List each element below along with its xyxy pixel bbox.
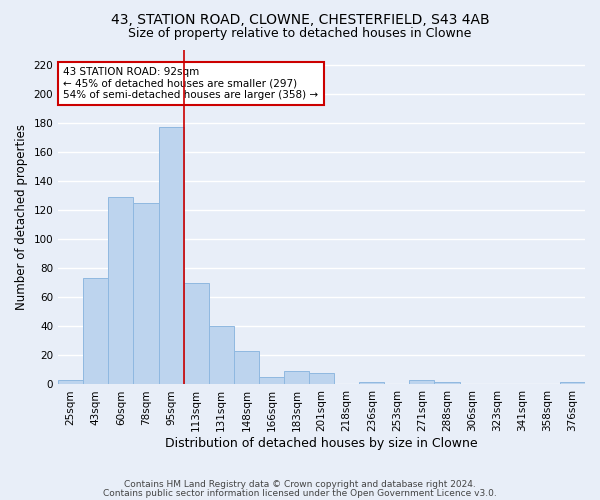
Bar bbox=[83, 278, 109, 384]
Bar bbox=[284, 372, 309, 384]
Text: 43, STATION ROAD, CLOWNE, CHESTERFIELD, S43 4AB: 43, STATION ROAD, CLOWNE, CHESTERFIELD, … bbox=[110, 12, 490, 26]
Bar bbox=[209, 326, 234, 384]
Bar bbox=[259, 377, 284, 384]
Bar bbox=[133, 202, 158, 384]
Bar bbox=[409, 380, 434, 384]
Text: Contains HM Land Registry data © Crown copyright and database right 2024.: Contains HM Land Registry data © Crown c… bbox=[124, 480, 476, 489]
Bar bbox=[184, 282, 209, 384]
Bar bbox=[309, 373, 334, 384]
Text: 43 STATION ROAD: 92sqm
← 45% of detached houses are smaller (297)
54% of semi-de: 43 STATION ROAD: 92sqm ← 45% of detached… bbox=[64, 66, 319, 100]
Bar bbox=[560, 382, 585, 384]
Y-axis label: Number of detached properties: Number of detached properties bbox=[15, 124, 28, 310]
Bar bbox=[58, 380, 83, 384]
Bar bbox=[434, 382, 460, 384]
Bar bbox=[234, 351, 259, 384]
Bar bbox=[109, 197, 133, 384]
Bar bbox=[158, 127, 184, 384]
X-axis label: Distribution of detached houses by size in Clowne: Distribution of detached houses by size … bbox=[165, 437, 478, 450]
Text: Size of property relative to detached houses in Clowne: Size of property relative to detached ho… bbox=[128, 28, 472, 40]
Bar bbox=[359, 382, 385, 384]
Text: Contains public sector information licensed under the Open Government Licence v3: Contains public sector information licen… bbox=[103, 489, 497, 498]
